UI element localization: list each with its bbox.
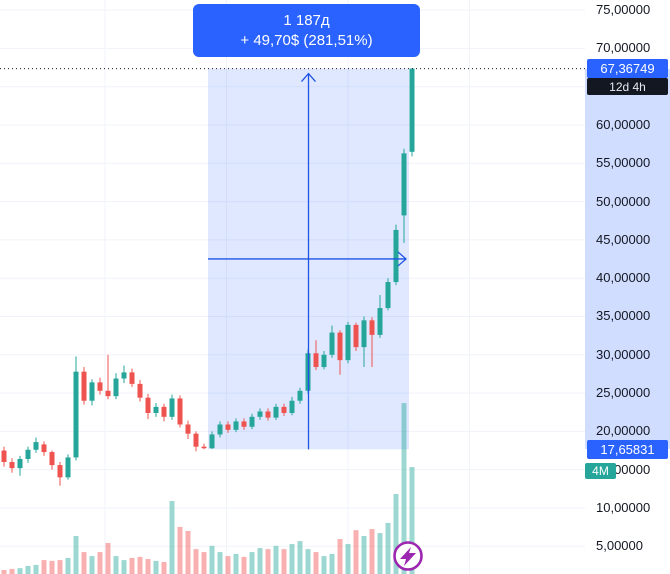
price-axis-label: 75,00000 xyxy=(596,2,651,18)
countdown-badge: 12d 4h xyxy=(587,78,668,96)
price-axis-label: 60,00000 xyxy=(596,117,651,132)
price-axis-label: 40,00000 xyxy=(596,270,651,286)
measure-bars-count: 1 187д xyxy=(283,11,330,29)
price-axis-label: 10,00000 xyxy=(596,499,651,515)
lightning-bolt-icon xyxy=(400,547,416,566)
price-axis-label: 70,00000 xyxy=(596,40,651,56)
price-axis-label: 25,00000 xyxy=(596,385,651,401)
price-axis-label: 45,00000 xyxy=(596,231,651,247)
price-axis[interactable]: 75,0000070,0000065,0000060,0000055,00000… xyxy=(585,0,670,574)
price-axis-label: 35,00000 xyxy=(596,308,651,324)
axis-measure-highlight xyxy=(585,68,670,450)
measure-price-change: + 49,70$ (281,51%) xyxy=(240,31,373,49)
price-axis-label: 30,00000 xyxy=(596,346,651,362)
price-axis-label: 20,00000 xyxy=(596,423,651,439)
last-price-badge: 67,36749 xyxy=(587,59,668,79)
flash-icon[interactable] xyxy=(391,539,425,573)
measure-tooltip: 1 187д + 49,70$ (281,51%) xyxy=(193,4,420,57)
measure-price-badge: 17,65831 xyxy=(587,439,668,459)
price-axis-label: 55,00000 xyxy=(596,155,651,171)
price-axis-label: 5,00000 xyxy=(596,538,643,554)
price-axis-label: 50,00000 xyxy=(596,193,651,209)
volume-badge: 4M xyxy=(585,462,616,479)
